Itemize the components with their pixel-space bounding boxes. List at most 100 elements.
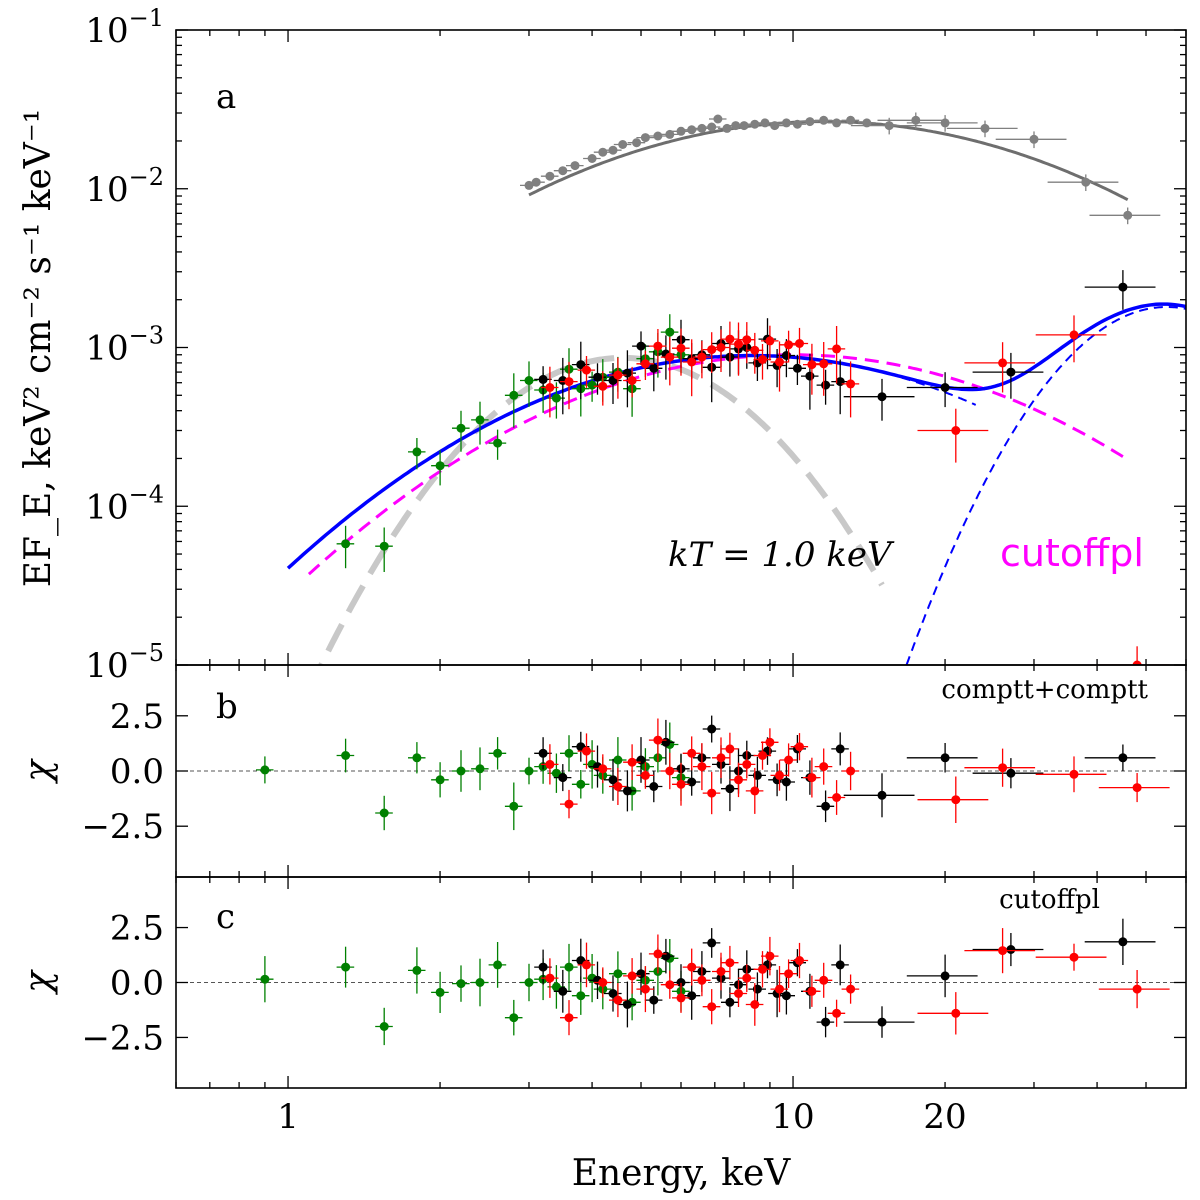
data-point-grey (566, 161, 584, 171)
data-point-grey (735, 121, 753, 131)
comptt2-curve (905, 306, 1186, 665)
data-point-green (336, 525, 355, 569)
data-point-grey (613, 140, 632, 149)
data-point-red (648, 718, 667, 762)
data-point-red (560, 361, 578, 410)
data-point-red (712, 737, 730, 779)
data-point-red (577, 733, 596, 769)
data-point-green (560, 735, 578, 772)
data-point-grey (709, 114, 727, 124)
data-point-red (790, 942, 809, 979)
data-point-red (682, 736, 701, 771)
data-point-red (917, 408, 989, 463)
data-point-red (593, 967, 612, 998)
data-point-red (636, 762, 654, 789)
data-point-green (488, 737, 507, 770)
data-point-green (375, 527, 393, 572)
data-point-black (843, 773, 915, 818)
data-point-grey (553, 166, 572, 176)
data-point-black (1084, 918, 1156, 965)
data-point-red (721, 321, 739, 363)
data-point-red (660, 970, 679, 999)
data-point-black (777, 976, 795, 1015)
data-point-black (777, 763, 795, 801)
data-point-red (737, 322, 756, 364)
data-point-red (636, 966, 654, 1013)
data-point-red (841, 751, 860, 791)
data-point-green (256, 956, 274, 1003)
data-point-red (779, 743, 798, 777)
data-point-grey (1089, 207, 1161, 225)
data-point-grey (540, 171, 559, 181)
data-point-red (693, 340, 711, 379)
data-point-green (504, 782, 523, 831)
data-point-red (623, 744, 641, 780)
data-point-black (534, 366, 552, 396)
data-point-green (375, 795, 393, 831)
data-point-green (488, 429, 507, 460)
data-point-grey (995, 131, 1067, 149)
data-point-grey (702, 122, 721, 132)
data-point-black (618, 770, 636, 812)
data-point-red (761, 728, 779, 757)
data-point-black (604, 975, 622, 1012)
data-point-grey (801, 117, 819, 127)
data-point-green (408, 438, 426, 470)
total-model-curve (286, 302, 1186, 570)
data-point-red (672, 762, 690, 806)
data-point-green (520, 963, 538, 1002)
data-point-red (577, 356, 596, 388)
data-point-red (623, 366, 641, 398)
data-point-red (814, 748, 833, 785)
data-point-grey (788, 119, 806, 129)
y-tick-label-c: 0.0 (110, 964, 164, 1004)
data-point-black (906, 954, 978, 998)
data-point-red (790, 733, 809, 761)
y-tick-label-a: 10−4 (85, 480, 164, 527)
cutoffpl-annotation: cutoffpl (1000, 531, 1144, 575)
data-point-red (827, 999, 846, 1027)
data-point-green (452, 750, 470, 792)
panel-b-label: b (216, 687, 238, 727)
data-point-red (593, 371, 612, 406)
data-point-red (1098, 646, 1170, 665)
data-point-red (841, 361, 860, 418)
y-tick-label-a: 10−2 (85, 163, 164, 210)
data-point-red (540, 366, 559, 418)
data-point-grey (745, 119, 764, 129)
data-point-green (571, 976, 590, 1015)
data-point-red (729, 980, 748, 1007)
data-point-green (471, 747, 489, 791)
data-point-green (471, 958, 489, 1007)
data-point-green (408, 742, 426, 774)
data-point-red (964, 748, 1036, 787)
data-point-green (375, 1007, 393, 1046)
data-point-red (682, 339, 701, 397)
data-point-black (553, 969, 572, 1013)
data-point-black (816, 790, 835, 823)
data-point-grey (660, 129, 679, 139)
panel-a-curves (286, 120, 1186, 665)
data-point-green (408, 947, 426, 994)
data-point-grey (906, 115, 978, 132)
data-point-green (520, 361, 538, 407)
data-point-green (452, 410, 470, 452)
data-point-red (609, 983, 627, 1018)
data-point-red (712, 952, 730, 991)
data-point-red (917, 992, 989, 1035)
data-point-red (964, 928, 1036, 974)
data-point-red (770, 966, 789, 1013)
data-point-red (577, 942, 596, 988)
data-point-red (702, 771, 721, 815)
cutoffpl-curve (307, 353, 1124, 576)
data-point-grey (648, 131, 667, 141)
data-point-red (917, 776, 989, 823)
data-point-red (693, 964, 711, 997)
data-point-black (1084, 744, 1156, 771)
data-point-grey (814, 115, 833, 125)
data-point-grey (1047, 174, 1119, 191)
data-point-black (644, 986, 663, 1014)
data-point-red (721, 945, 739, 980)
data-point-red (770, 760, 789, 791)
